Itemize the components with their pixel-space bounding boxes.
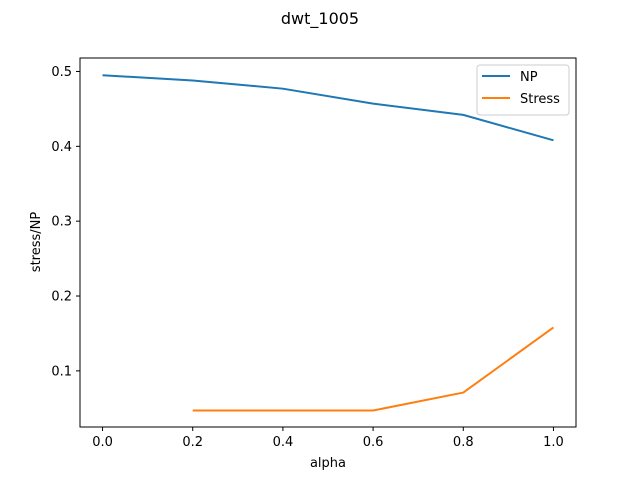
y-tick-label: 0.5 [51,65,72,80]
x-axis-label: alpha [310,456,346,471]
series-layer [102,74,555,412]
chart-title: dwt_1005 [281,9,359,29]
x-tick-label: 0.2 [182,435,203,450]
y-axis-ticks: 0.1 0.2 0.3 0.4 0.5 [51,65,80,379]
legend-label-stress: Stress [520,92,560,107]
legend-box [476,64,570,116]
legend-label-np: NP [520,70,538,85]
y-tick-label: 0.3 [51,215,72,230]
x-tick-label: 0.0 [92,435,113,450]
legend: NP Stress [476,64,570,116]
series-line-np [102,74,554,142]
x-tick-label: 0.6 [363,435,384,450]
y-axis-label: stress/NP [29,212,44,273]
y-tick-label: 0.4 [51,140,72,155]
x-axis-ticks: 0.0 0.2 0.4 0.6 0.8 1.0 [92,427,564,450]
plot-area: 0.0 0.2 0.4 0.6 0.8 1.0 0.1 0.2 0.3 0.4 0.5 [51,57,577,450]
x-tick-label: 1.0 [543,435,564,450]
plot-frame [79,57,577,428]
y-tick-label: 0.1 [51,364,72,379]
x-tick-label: 0.4 [273,435,294,450]
y-tick-label: 0.2 [51,290,72,305]
x-tick-label: 0.8 [453,435,474,450]
series-line-stress [192,326,555,412]
